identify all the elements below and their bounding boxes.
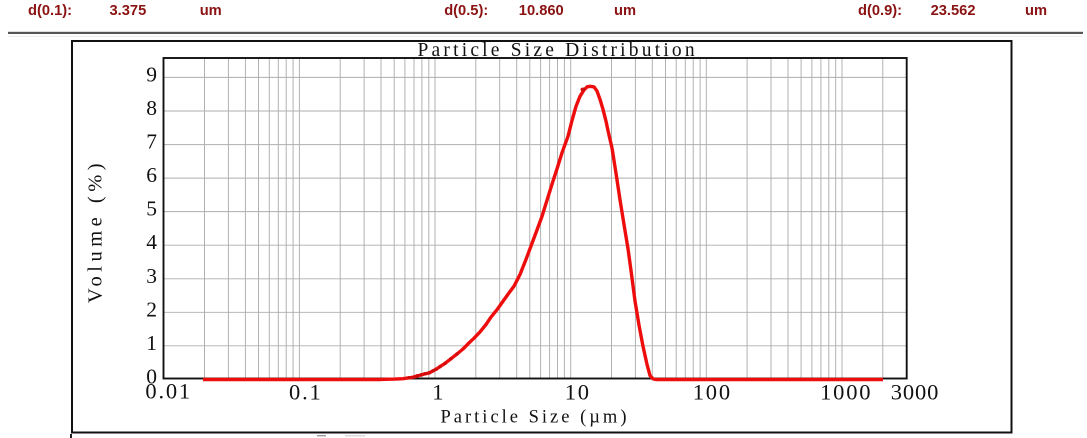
svg-text:3.375: 3.375: [110, 3, 147, 19]
svg-text:5: 5: [146, 197, 157, 221]
svg-text:um: um: [200, 3, 222, 19]
svg-text:1000: 1000: [820, 379, 872, 404]
svg-text:1: 1: [146, 331, 157, 355]
svg-text:0: 0: [146, 364, 157, 388]
svg-text:3: 3: [146, 264, 157, 288]
svg-text:3000: 3000: [891, 379, 940, 404]
svg-text:Volume (%): Volume (%): [85, 159, 107, 303]
svg-text:um: um: [614, 3, 636, 19]
svg-text:Particle Size (µm): Particle Size (µm): [441, 408, 630, 428]
svg-text:9: 9: [146, 62, 157, 86]
svg-text:d(0.9):: d(0.9):: [858, 3, 902, 19]
svg-text:100: 100: [693, 379, 732, 404]
svg-text:Particle Size Distribution: Particle Size Distribution: [418, 40, 698, 61]
svg-text:10: 10: [565, 379, 591, 404]
svg-text:7: 7: [146, 130, 157, 154]
svg-text:10.860: 10.860: [519, 3, 564, 19]
svg-text:0.1: 0.1: [289, 379, 323, 404]
svg-text:8: 8: [146, 96, 157, 120]
svg-text:0.01: 0.01: [145, 379, 192, 404]
svg-text:um: um: [1025, 3, 1047, 19]
svg-text:2: 2: [146, 297, 157, 321]
svg-text:6: 6: [146, 163, 157, 187]
svg-text:d(0.1):: d(0.1):: [28, 3, 72, 19]
svg-text:d(0.5):: d(0.5):: [444, 3, 488, 19]
svg-text:4: 4: [146, 230, 157, 254]
svg-text:23.562: 23.562: [931, 3, 976, 19]
svg-text:1: 1: [432, 379, 445, 404]
